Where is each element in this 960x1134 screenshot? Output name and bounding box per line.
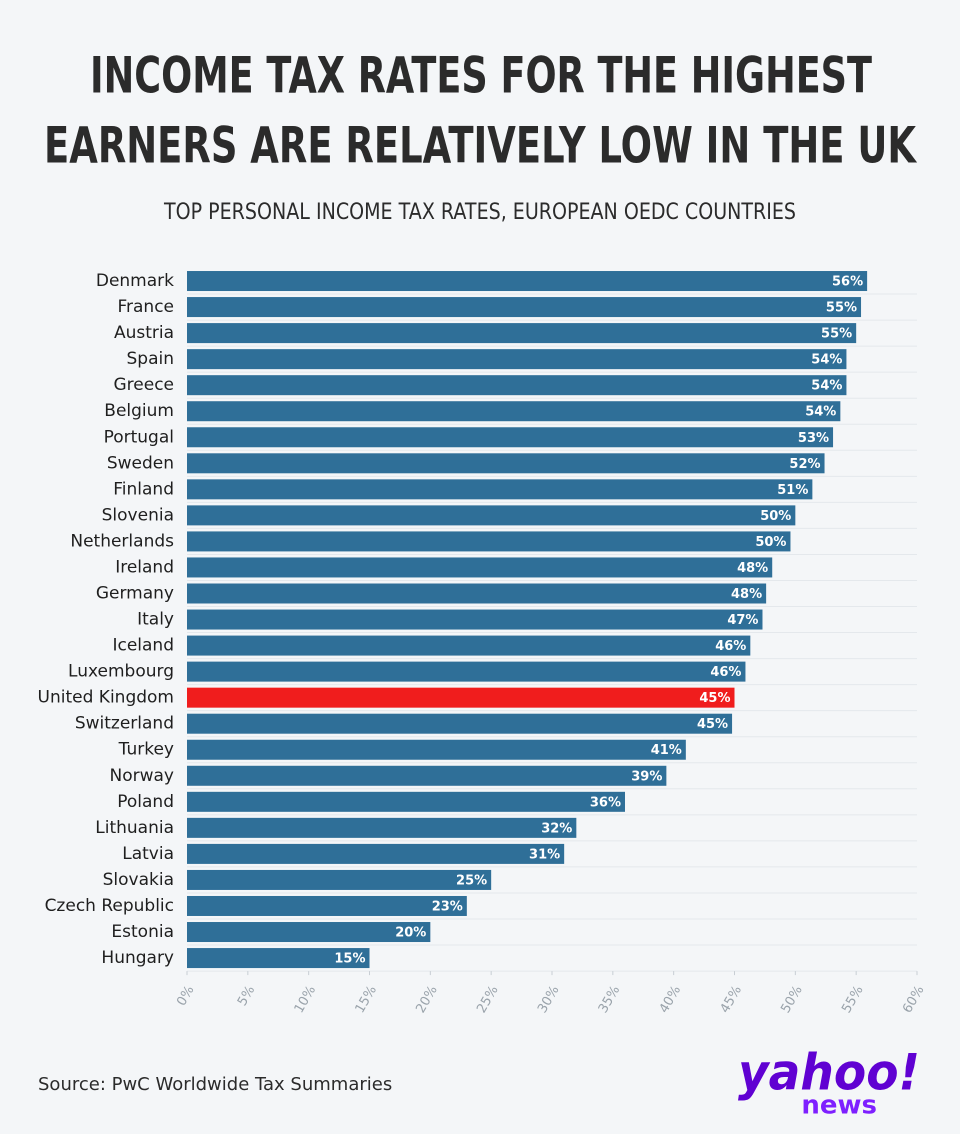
bar: [187, 297, 862, 318]
bar: [187, 661, 746, 682]
bar: [187, 869, 492, 890]
bar: [187, 557, 773, 578]
bar: [187, 479, 813, 500]
value-label: 48%: [737, 561, 768, 576]
bar: [187, 609, 763, 630]
value-label: 41%: [651, 743, 682, 758]
chart-title: INCOME TAX RATES FOR THE HIGHEST: [90, 47, 872, 105]
y-tick-label: Sweden: [107, 453, 174, 473]
bar: [187, 453, 825, 474]
value-label: 50%: [760, 509, 791, 524]
y-tick-label: Portugal: [104, 427, 174, 447]
y-tick-label: France: [117, 297, 174, 317]
y-tick-label: Lithuania: [95, 818, 174, 838]
bar: [187, 427, 834, 448]
y-tick-label: Poland: [117, 792, 174, 812]
value-label: 23%: [432, 899, 463, 914]
value-label: 50%: [755, 535, 786, 550]
value-label: 31%: [529, 847, 560, 862]
y-tick-label: Hungary: [101, 948, 174, 968]
chart-subtitle: TOP PERSONAL INCOME TAX RATES, EUROPEAN …: [163, 200, 796, 225]
y-tick-label: Netherlands: [70, 531, 174, 551]
bar: [187, 349, 847, 370]
value-label: 53%: [798, 431, 829, 446]
y-tick-label: Belgium: [104, 401, 174, 421]
source: Source: PwC Worldwide Tax Summaries: [38, 1074, 392, 1095]
value-label: 46%: [710, 665, 741, 680]
value-label: 45%: [699, 691, 730, 706]
value-label: 25%: [456, 873, 487, 888]
value-label: 51%: [777, 483, 808, 498]
bar: [187, 739, 686, 760]
bar: [187, 531, 791, 552]
bar: [187, 843, 565, 864]
y-tick-label: Turkey: [118, 740, 174, 760]
bar: [187, 948, 370, 969]
value-label: 52%: [789, 457, 820, 472]
value-label: 45%: [697, 717, 728, 732]
chart-title: EARNERS ARE RELATIVELY LOW IN THE UK: [44, 117, 918, 175]
y-tick-label: Ireland: [115, 557, 174, 577]
value-label: 55%: [826, 301, 857, 316]
value-label: 36%: [590, 795, 621, 810]
value-label: 54%: [811, 379, 842, 394]
y-tick-label: Denmark: [96, 271, 174, 291]
bar: [187, 713, 733, 734]
value-label: 32%: [541, 821, 572, 836]
value-label: 46%: [715, 639, 746, 654]
y-tick-label: Austria: [114, 323, 174, 343]
y-tick-label: Slovenia: [102, 505, 174, 525]
bar: [187, 765, 667, 786]
value-label: 56%: [832, 275, 863, 290]
bar: [187, 375, 847, 396]
y-tick-label: Iceland: [112, 636, 174, 656]
bar: [187, 687, 735, 708]
y-tick-label: Slovakia: [103, 870, 174, 890]
logo-product: news: [801, 1091, 877, 1121]
y-tick-label: Estonia: [111, 922, 174, 942]
bar: [187, 323, 857, 344]
bar: [187, 271, 868, 292]
value-label: 54%: [811, 353, 842, 368]
bar: [187, 583, 767, 604]
y-tick-label: Czech Republic: [45, 896, 174, 916]
value-label: 20%: [395, 926, 426, 941]
y-tick-label: Italy: [137, 610, 174, 630]
bar: [187, 401, 841, 422]
bar: [187, 817, 577, 838]
bar: [187, 922, 431, 943]
y-tick-label: Greece: [113, 375, 174, 395]
logo-brand: yahoo!: [738, 1044, 920, 1102]
value-label: 15%: [334, 952, 365, 967]
y-tick-label: Latvia: [122, 844, 174, 864]
y-tick-label: Luxembourg: [68, 662, 174, 682]
bar: [187, 635, 751, 656]
y-tick-label: Switzerland: [75, 714, 174, 734]
y-tick-label: Spain: [127, 349, 175, 369]
value-label: 55%: [821, 327, 852, 342]
bar: [187, 505, 796, 526]
value-label: 54%: [805, 405, 836, 420]
value-label: 39%: [631, 769, 662, 784]
y-tick-label: United Kingdom: [38, 688, 174, 708]
bar: [187, 895, 467, 916]
y-tick-label: Germany: [96, 584, 174, 604]
bar: [187, 791, 625, 812]
y-tick-label: Finland: [113, 479, 174, 499]
value-label: 48%: [731, 587, 762, 602]
y-tick-label: Norway: [110, 766, 175, 786]
value-label: 47%: [727, 613, 758, 628]
